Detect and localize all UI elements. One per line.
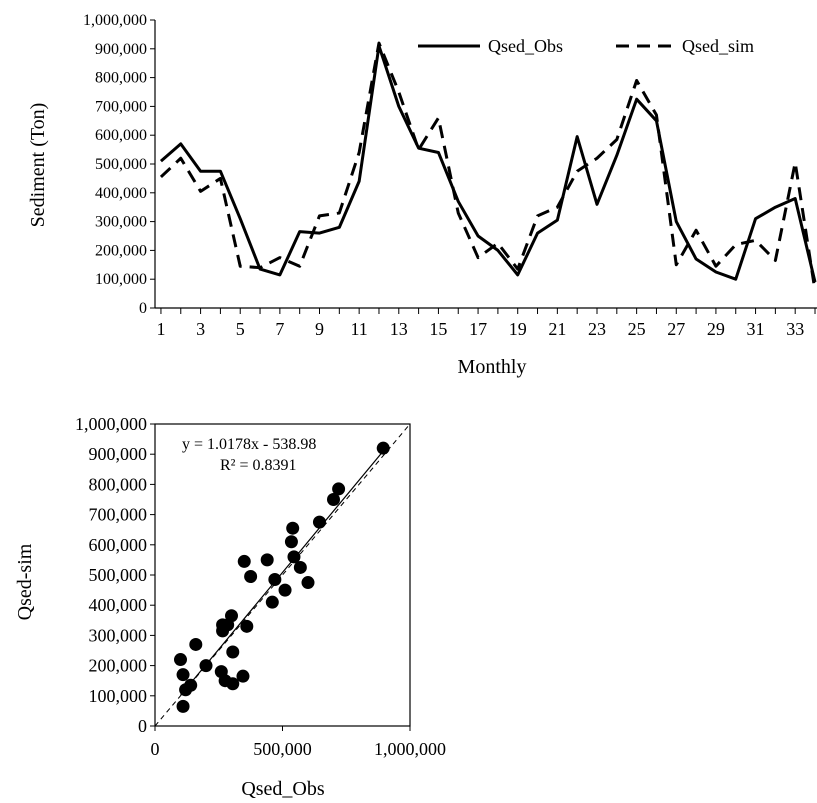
- line-chart-x-tick-label: 9: [315, 319, 324, 339]
- line-chart-x-ticks: 1 3 5 7 9 11 13 15 17 19 21 23 25 27 29 31 33: [156, 308, 816, 339]
- scatter-points: [174, 441, 390, 713]
- scatter-point: [236, 669, 250, 683]
- line-chart-y-tick-label: 400,000: [95, 185, 147, 202]
- line-chart-legend: Qsed_Obs Qsed_sim: [418, 36, 754, 56]
- scatter-point: [221, 618, 235, 632]
- line-chart-y-tick-label: 500,000: [95, 156, 147, 173]
- scatter-y-tick-label: 900,000: [89, 444, 148, 464]
- line-chart-x-tick-label: 11: [350, 319, 367, 339]
- line-chart-x-tick-label: 1: [156, 319, 165, 339]
- legend-label-obs: Qsed_Obs: [488, 36, 563, 56]
- line-chart-x-tick-label: 7: [275, 319, 284, 339]
- series-line-qsed-sim: [159, 41, 817, 291]
- scatter-chart: 0 100,000 200,000 300,000 400,000 500,000 600,…: [14, 414, 446, 800]
- line-chart-y-axis-label: Sediment (Ton): [27, 103, 49, 228]
- scatter-point: [278, 583, 292, 597]
- line-chart-y-ticks: 0 100,000 200,000 300,000 400,000 500,000 600,…: [83, 12, 155, 317]
- regression-trendline: [180, 450, 384, 696]
- line-chart-x-tick-label: 27: [667, 319, 685, 339]
- regression-equation: y = 1.0178x - 538.98: [182, 436, 316, 453]
- line-chart-x-tick-label: 33: [786, 319, 804, 339]
- line-chart-y-tick-label: 600,000: [95, 127, 147, 144]
- scatter-point: [260, 553, 274, 567]
- line-chart: 0 100,000 200,000 300,000 400,000 500,000 600,…: [27, 12, 817, 378]
- scatter-x-ticks: 0 500,000 1,000,000: [151, 726, 446, 759]
- scatter-point: [189, 637, 203, 651]
- scatter-point: [237, 554, 251, 568]
- scatter-point: [287, 550, 301, 564]
- scatter-point: [376, 441, 390, 455]
- scatter-y-tick-label: 600,000: [89, 535, 148, 555]
- scatter-point: [199, 659, 213, 673]
- scatter-point: [176, 668, 190, 682]
- scatter-y-axis-label: Qsed-sim: [14, 543, 36, 620]
- scatter-y-tick-label: 100,000: [89, 686, 148, 706]
- line-chart-x-tick-label: 5: [236, 319, 245, 339]
- scatter-point: [293, 560, 307, 574]
- line-chart-x-tick-label: 23: [588, 319, 606, 339]
- scatter-point: [240, 619, 254, 633]
- line-chart-x-tick-label: 21: [548, 319, 566, 339]
- r-squared: R² = 0.8391: [220, 457, 297, 474]
- scatter-x-tick-label: 0: [151, 739, 160, 759]
- line-chart-y-tick-label: 800,000: [95, 70, 147, 87]
- scatter-point: [327, 493, 340, 506]
- line-chart-x-tick-label: 15: [429, 319, 447, 339]
- scatter-y-tick-label: 400,000: [89, 595, 148, 615]
- scatter-point: [265, 595, 279, 609]
- scatter-point: [226, 645, 240, 659]
- scatter-point: [244, 570, 258, 584]
- scatter-y-tick-label: 1,000,000: [75, 414, 147, 434]
- scatter-y-tick-label: 0: [138, 716, 147, 736]
- line-chart-y-tick-label: 100,000: [95, 271, 147, 288]
- line-chart-series: [159, 41, 817, 291]
- line-chart-x-tick-label: 3: [196, 319, 205, 339]
- line-chart-x-tick-label: 31: [747, 319, 765, 339]
- scatter-y-tick-label: 500,000: [89, 565, 148, 585]
- line-chart-y-tick-label: 700,000: [95, 98, 147, 115]
- line-chart-x-tick-label: 17: [469, 319, 487, 339]
- line-chart-x-tick-label: 19: [509, 319, 527, 339]
- scatter-x-tick-label: 1,000,000: [374, 739, 446, 759]
- scatter-x-tick-label: 500,000: [253, 739, 312, 759]
- scatter-point: [226, 677, 240, 691]
- scatter-point: [301, 576, 315, 590]
- scatter-point: [176, 699, 190, 713]
- scatter-y-tick-label: 700,000: [89, 505, 148, 525]
- scatter-x-axis-label: Qsed_Obs: [241, 778, 325, 800]
- scatter-y-ticks: 0 100,000 200,000 300,000 400,000 500,000 600,…: [75, 414, 155, 736]
- scatter-point: [268, 573, 282, 587]
- line-chart-y-tick-label: 200,000: [95, 242, 147, 259]
- line-chart-x-tick-label: 13: [390, 319, 408, 339]
- line-chart-x-tick-label: 25: [628, 319, 646, 339]
- series-line-qsed-obs: [159, 44, 817, 283]
- scatter-reference-lines: [154, 423, 411, 727]
- line-chart-x-tick-label: 29: [707, 319, 725, 339]
- scatter-point: [174, 653, 187, 667]
- line-chart-x-axis-label: Monthly: [458, 356, 527, 378]
- scatter-point: [284, 535, 298, 549]
- line-chart-y-tick-label: 900,000: [95, 41, 147, 58]
- legend-label-sim: Qsed_sim: [682, 36, 754, 56]
- scatter-y-tick-label: 300,000: [89, 625, 148, 645]
- scatter-point: [332, 482, 346, 496]
- scatter-y-tick-label: 200,000: [89, 656, 148, 676]
- scatter-y-tick-label: 800,000: [89, 474, 148, 494]
- line-chart-y-tick-label: 300,000: [95, 214, 147, 231]
- scatter-point: [312, 515, 326, 529]
- scatter-point: [286, 521, 300, 535]
- line-chart-y-tick-label: 1,000,000: [83, 12, 147, 29]
- line-chart-y-tick-label: 0: [139, 300, 147, 317]
- scatter-point: [184, 678, 198, 692]
